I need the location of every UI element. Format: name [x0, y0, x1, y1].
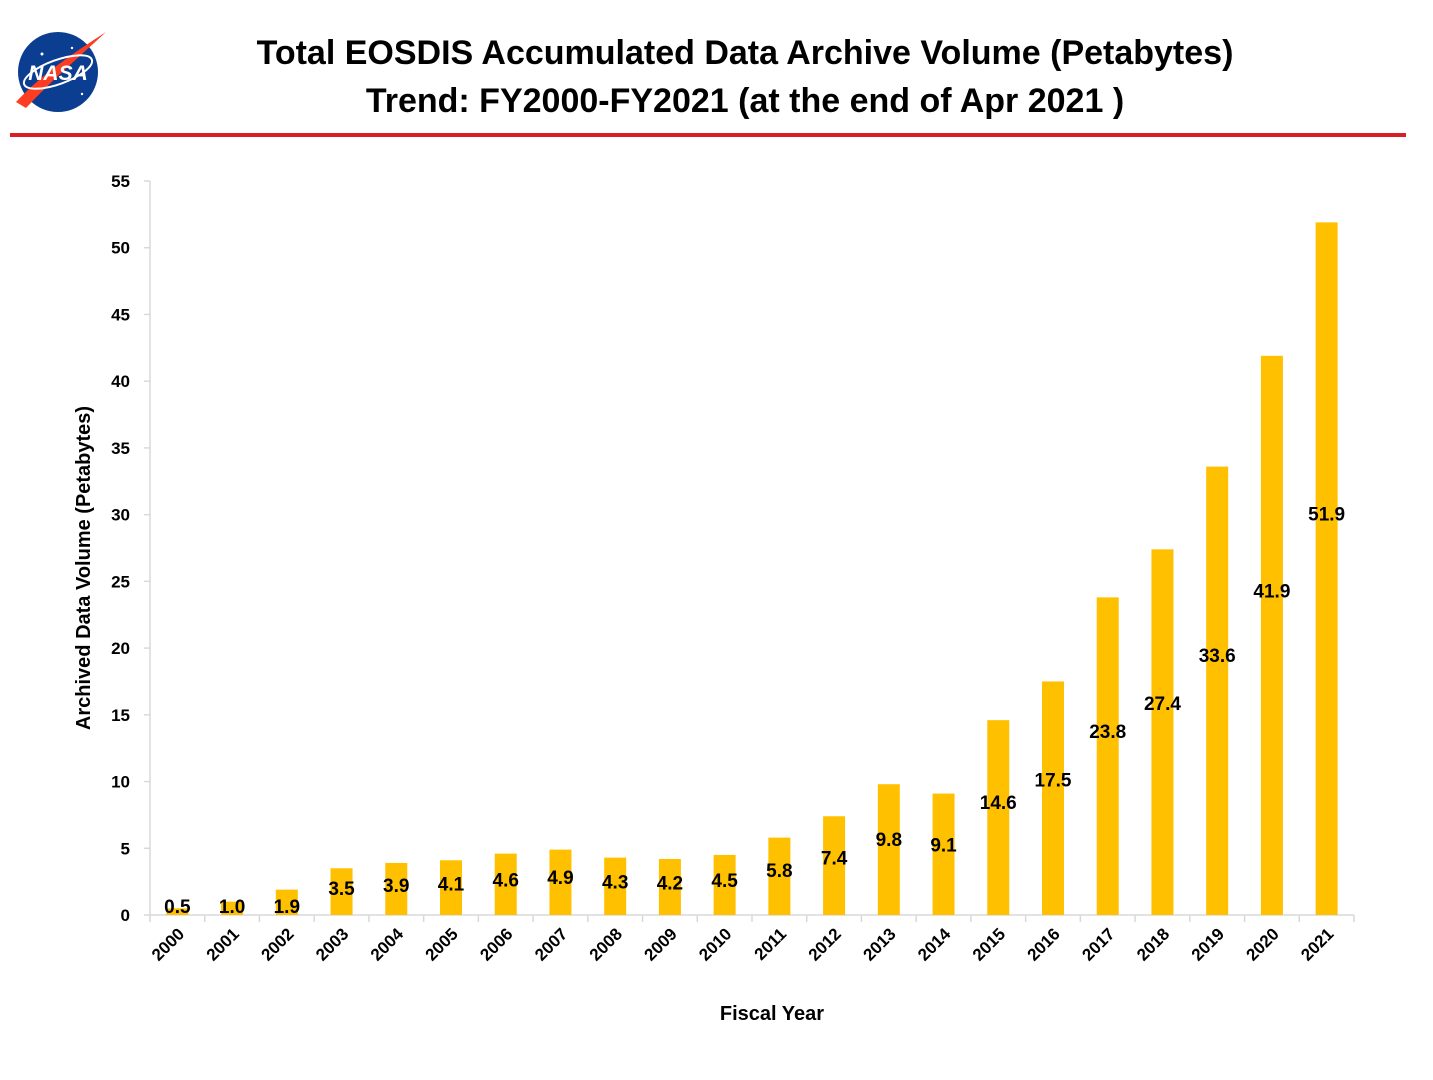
bar-2000: [166, 908, 189, 915]
logo-text: NASA: [28, 62, 88, 85]
data-label-2009: 4.2: [657, 873, 683, 894]
bar-2007: [549, 849, 572, 915]
bar-2006: [494, 853, 517, 915]
data-label-2003: 3.5: [328, 879, 355, 900]
bar-2011: [768, 837, 791, 915]
data-label-2001: 1.0: [219, 897, 245, 918]
title-divider: [10, 133, 1406, 137]
chart-bars: [166, 222, 1338, 915]
chart-title-line-1: Total EOSDIS Accumulated Data Archive Vo…: [256, 34, 1234, 72]
y-tick-label: 25: [111, 572, 130, 591]
bar-2001: [221, 901, 244, 915]
bar-2014: [932, 793, 955, 915]
x-tick-label-2004: 2004: [367, 924, 408, 965]
x-tick-label-2005: 2005: [422, 924, 462, 964]
nasa-logo: NASA: [12, 24, 108, 116]
y-tick-label: 50: [111, 239, 130, 258]
bar-2016: [1042, 681, 1064, 915]
data-label-2019: 33.6: [1199, 646, 1236, 667]
chart-title-line-2: Trend: FY2000-FY2021 (at the end of Apr …: [365, 82, 1125, 120]
y-tick-label: 0: [121, 906, 130, 925]
y-tick-label: 20: [111, 639, 130, 658]
data-label-2005: 4.1: [438, 874, 465, 895]
y-tick-label: 55: [111, 172, 130, 191]
x-tick-label-2012: 2012: [805, 924, 845, 964]
x-tick-label-2019: 2019: [1188, 924, 1228, 964]
bar-2015: [987, 720, 1010, 915]
y-tick-label: 45: [111, 305, 130, 324]
x-tick-label-2018: 2018: [1133, 924, 1173, 964]
data-label-2010: 4.5: [711, 871, 738, 892]
y-tick-label: 5: [121, 839, 130, 858]
x-tick-label-2001: 2001: [203, 924, 243, 964]
x-tick-label-2009: 2009: [641, 924, 681, 964]
bar-2008: [604, 857, 627, 915]
data-label-2016: 17.5: [1035, 771, 1072, 792]
data-label-2007: 4.9: [547, 868, 573, 889]
bar-2002: [275, 889, 298, 915]
x-tick-label-2020: 2020: [1243, 924, 1283, 964]
bar-2005: [440, 860, 462, 915]
y-tick-label: 30: [111, 506, 130, 525]
data-label-2020: 41.9: [1253, 582, 1290, 603]
bar-2012: [823, 816, 846, 915]
x-tick-label-2017: 2017: [1078, 924, 1118, 964]
x-tick-label-2002: 2002: [257, 924, 297, 964]
x-tick-label-2011: 2011: [751, 924, 791, 964]
bar-2003: [330, 868, 353, 915]
x-tick-label-2007: 2007: [531, 924, 571, 964]
data-label-2000: 0.5: [164, 897, 191, 918]
data-label-2002: 1.9: [274, 897, 300, 918]
data-label-2017: 23.8: [1089, 722, 1126, 743]
x-tick-label-2010: 2010: [695, 924, 735, 964]
bar-2020: [1260, 355, 1283, 915]
bar-2013: [877, 784, 900, 915]
data-label-2013: 9.8: [876, 830, 902, 851]
x-tick-label-2013: 2013: [859, 924, 899, 964]
x-tick-label-2008: 2008: [586, 924, 626, 964]
y-axis-title: Archived Data Volume (Petabytes): [73, 406, 95, 730]
x-tick-label-2014: 2014: [914, 924, 955, 965]
bar-2010: [713, 854, 736, 915]
data-label-2018: 27.4: [1144, 694, 1181, 715]
chart-data-labels: 0.5 1.0 1.9 3.5 3.9 4.1 4.6 4.9 4.3 4.2 4.5 5.8 7.4 9…: [164, 504, 1345, 918]
x-tick-label-2006: 2006: [476, 924, 516, 964]
data-label-2015: 14.6: [980, 793, 1017, 814]
y-tick-label: 40: [111, 372, 130, 391]
y-tick-label: 35: [111, 439, 130, 458]
data-label-2004: 3.9: [383, 876, 409, 897]
x-axis-title: Fiscal Year: [720, 1003, 824, 1025]
data-label-2012: 7.4: [821, 849, 848, 870]
data-label-2008: 4.3: [602, 873, 628, 894]
data-label-2006: 4.6: [493, 870, 519, 891]
data-label-2021: 51.9: [1308, 504, 1345, 525]
x-tick-label-2021: 2021: [1297, 924, 1337, 964]
bar-2021: [1315, 222, 1338, 915]
bar-2018: [1151, 549, 1174, 915]
bar-2017: [1096, 597, 1119, 915]
x-tick-label-2000: 2000: [148, 924, 188, 964]
bar-2004: [385, 862, 408, 915]
y-tick-label: 15: [111, 706, 130, 725]
data-label-2011: 5.8: [766, 861, 792, 882]
x-tick-label-2003: 2003: [312, 924, 352, 964]
data-label-2014: 9.1: [930, 836, 957, 857]
bar-2009: [658, 858, 681, 915]
x-tick-label-2016: 2016: [1024, 924, 1064, 964]
y-tick-label: 10: [111, 773, 130, 792]
bar-2019: [1206, 466, 1229, 915]
x-tick-label-2015: 2015: [969, 924, 1009, 964]
